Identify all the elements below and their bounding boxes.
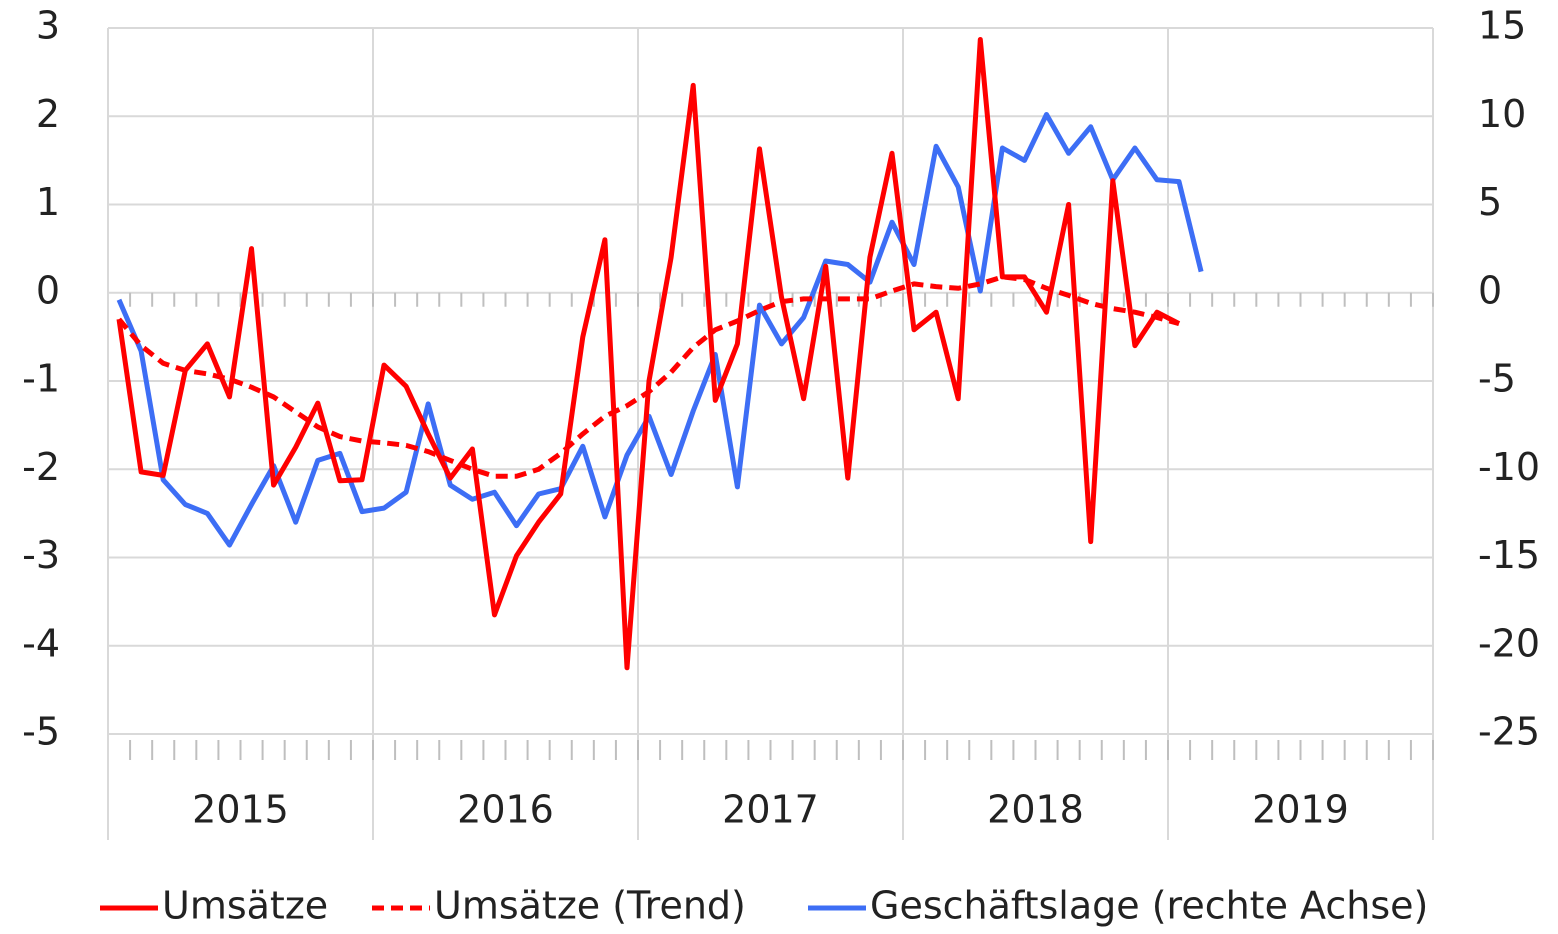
y-tick-label: 3	[36, 4, 60, 48]
y2-tick-label: 15	[1478, 4, 1526, 48]
y2-tick-label: -5	[1478, 357, 1516, 401]
y2-tick-label: -25	[1478, 710, 1540, 754]
y-tick-label: -3	[22, 533, 60, 577]
y-tick-label: -2	[22, 445, 60, 489]
x-tick-label: 2015	[192, 788, 289, 832]
y2-tick-label: 0	[1478, 268, 1502, 312]
legend-label: Geschäftslage (rechte Achse)	[870, 884, 1428, 928]
legend-label: Umsätze	[162, 884, 328, 928]
y-tick-label: 0	[36, 268, 60, 312]
y2-tick-label: -20	[1478, 621, 1540, 665]
series-line	[116, 37, 1181, 671]
y2-tick-label: -15	[1478, 533, 1540, 577]
series-line	[116, 112, 1204, 548]
y2-tick-label: -10	[1478, 445, 1540, 489]
y2-tick-label: 5	[1478, 180, 1502, 224]
y-tick-label: 2	[36, 92, 60, 136]
x-tick-label: 2018	[987, 788, 1084, 832]
y-tick-label: -5	[22, 710, 60, 754]
y2-tick-label: 10	[1478, 92, 1526, 136]
x-tick-label: 2019	[1252, 788, 1349, 832]
legend-label: Umsätze (Trend)	[434, 884, 746, 928]
y-tick-label: -4	[22, 621, 60, 665]
x-tick-label: 2017	[722, 788, 819, 832]
x-tick-label: 2016	[457, 788, 554, 832]
y-tick-label: 1	[36, 180, 60, 224]
y-tick-label: -1	[22, 357, 60, 401]
